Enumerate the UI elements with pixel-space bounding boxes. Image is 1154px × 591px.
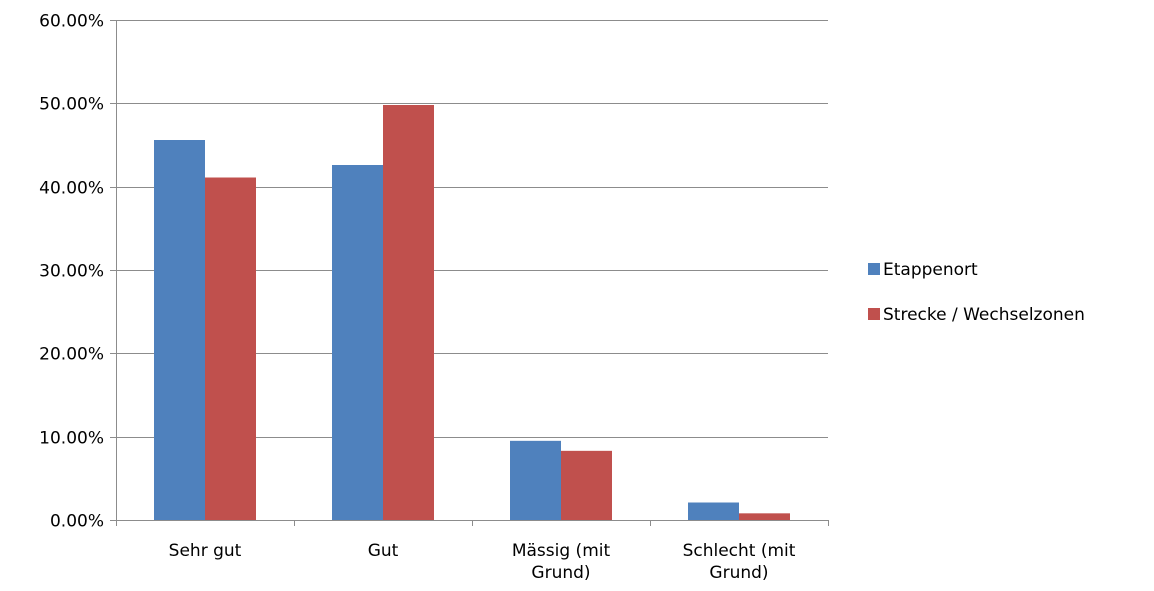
x-category-label: Grund): [709, 563, 768, 583]
x-category-label: Mässig (mit: [512, 541, 611, 561]
bar-strecke-wechselzonen-2: [561, 450, 612, 520]
y-tick-label: 20.00%: [39, 345, 104, 365]
bar-etappenort-1: [332, 165, 383, 520]
legend-swatch: [868, 308, 880, 320]
legend-label: Etappenort: [883, 260, 978, 280]
bar-strecke-wechselzonen-1: [383, 105, 434, 520]
x-category-label: Schlecht (mit: [683, 541, 796, 561]
bars: [154, 105, 790, 520]
x-category-label: Grund): [531, 563, 590, 583]
bar-strecke-wechselzonen-0: [205, 177, 256, 520]
bar-etappenort-2: [510, 440, 561, 520]
y-tick-label: 0.00%: [50, 512, 104, 532]
axes: [110, 20, 829, 526]
bar-strecke-wechselzonen-3: [739, 513, 790, 520]
y-tick-label: 50.00%: [39, 95, 104, 115]
y-tick-label: 30.00%: [39, 262, 104, 282]
legend-label: Strecke / Wechselzonen: [883, 305, 1085, 325]
y-tick-label: 40.00%: [39, 179, 104, 199]
y-tick-label: 60.00%: [39, 12, 104, 32]
axis-labels: 0.00% 10.00% 20.00% 30.00% 40.00% 50.00% 60.00…: [39, 12, 796, 584]
y-tick-label: 10.00%: [39, 429, 104, 449]
legend: Etappenort Strecke / Wechselzonen: [868, 260, 1085, 325]
bar-etappenort-0: [154, 140, 205, 520]
legend-swatch: [868, 263, 880, 275]
x-category-label: Sehr gut: [169, 541, 242, 561]
bar-etappenort-3: [688, 502, 739, 520]
x-category-label: Gut: [368, 541, 399, 561]
